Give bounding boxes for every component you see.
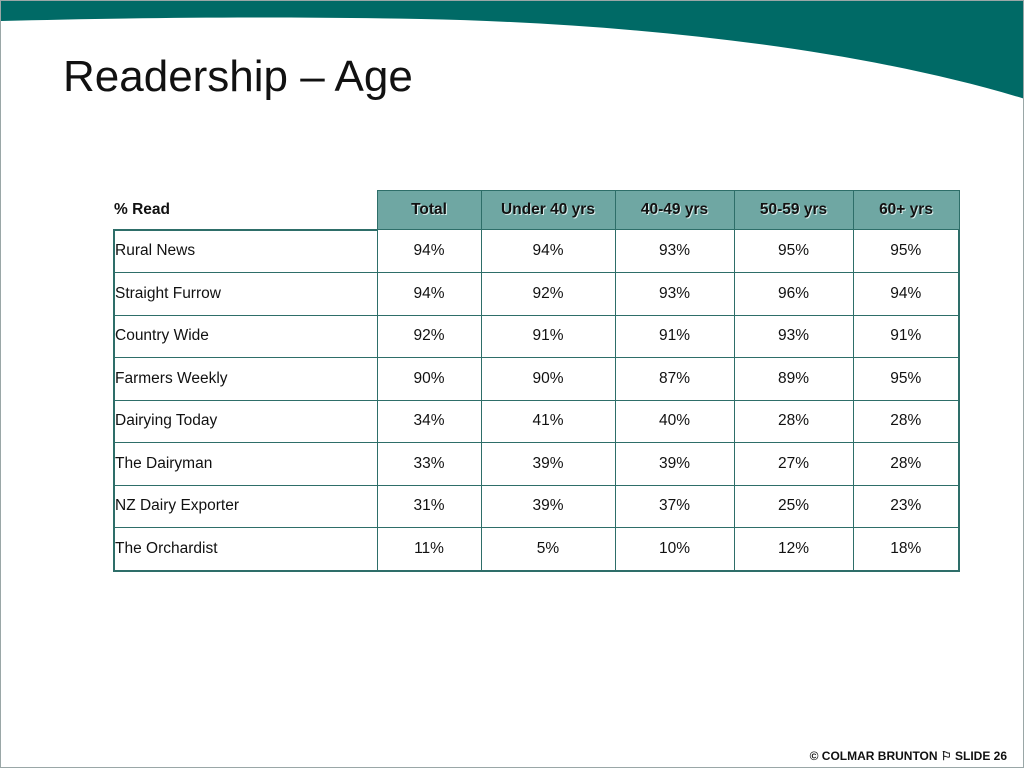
cell-value: 87% <box>614 357 735 401</box>
cell-value: 12% <box>733 527 854 572</box>
cell-value: 27% <box>733 442 854 486</box>
cell-value: 91% <box>614 314 735 358</box>
cell-value: 90% <box>480 357 616 401</box>
cell-value: 94% <box>376 272 482 316</box>
footer-credit: © COLMAR BRUNTON ⚐ SLIDE 26 <box>809 749 1007 763</box>
table-row: NZ Dairy Exporter 31% 39% 37% 25% 23% <box>113 484 960 528</box>
row-label: NZ Dairy Exporter <box>113 484 378 528</box>
column-header-60-plus: 60+ yrs <box>852 190 960 230</box>
row-label: The Dairyman <box>113 442 378 486</box>
cell-value: 11% <box>376 527 482 572</box>
cell-value: 33% <box>376 442 482 486</box>
row-label: Farmers Weekly <box>113 357 378 401</box>
cell-value: 37% <box>614 484 735 528</box>
table-header-row: % Read Total Under 40 yrs 40-49 yrs 50-5… <box>114 190 960 231</box>
cell-value: 23% <box>852 484 960 528</box>
cell-value: 95% <box>733 229 854 273</box>
cell-value: 25% <box>733 484 854 528</box>
table-row: The Dairyman 33% 39% 39% 27% 28% <box>113 442 960 486</box>
cell-value: 92% <box>480 272 616 316</box>
table-row: Straight Furrow 94% 92% 93% 96% 94% <box>113 272 960 316</box>
cell-value: 34% <box>376 399 482 443</box>
slide-title: Readership – Age <box>63 52 413 101</box>
cell-value: 95% <box>852 357 960 401</box>
cell-value: 10% <box>614 527 735 572</box>
cell-value: 94% <box>376 229 482 273</box>
cell-value: 93% <box>733 314 854 358</box>
cell-value: 92% <box>376 314 482 358</box>
corner-header: % Read <box>114 190 377 231</box>
row-label: Straight Furrow <box>113 272 378 316</box>
cell-value: 94% <box>480 229 616 273</box>
readership-table: % Read Total Under 40 yrs 40-49 yrs 50-5… <box>113 190 960 572</box>
cell-value: 39% <box>614 442 735 486</box>
cell-value: 40% <box>614 399 735 443</box>
table-row: Dairying Today 34% 41% 40% 28% 28% <box>113 399 960 443</box>
table-row: The Orchardist 11% 5% 10% 12% 18% <box>113 527 960 572</box>
cell-value: 90% <box>376 357 482 401</box>
cell-value: 31% <box>376 484 482 528</box>
cell-value: 91% <box>852 314 960 358</box>
column-header-total: Total <box>376 190 482 230</box>
cell-value: 41% <box>480 399 616 443</box>
cell-value: 95% <box>852 229 960 273</box>
cell-value: 28% <box>852 442 960 486</box>
cell-value: 28% <box>733 399 854 443</box>
cell-value: 96% <box>733 272 854 316</box>
cell-value: 28% <box>852 399 960 443</box>
cell-value: 93% <box>614 272 735 316</box>
cell-value: 39% <box>480 484 616 528</box>
cell-value: 93% <box>614 229 735 273</box>
table-row: Country Wide 92% 91% 91% 93% 91% <box>113 314 960 358</box>
row-label: Rural News <box>113 229 378 273</box>
cell-value: 91% <box>480 314 616 358</box>
table-row: Farmers Weekly 90% 90% 87% 89% 95% <box>113 357 960 401</box>
table-row: Rural News 94% 94% 93% 95% 95% <box>113 229 960 273</box>
row-label: Dairying Today <box>113 399 378 443</box>
cell-value: 94% <box>852 272 960 316</box>
row-label: The Orchardist <box>113 527 378 572</box>
column-header-under-40: Under 40 yrs <box>480 190 616 230</box>
cell-value: 39% <box>480 442 616 486</box>
cell-value: 89% <box>733 357 854 401</box>
cell-value: 5% <box>480 527 616 572</box>
cell-value: 18% <box>852 527 960 572</box>
column-header-50-59: 50-59 yrs <box>733 190 854 230</box>
table-body: Rural News 94% 94% 93% 95% 95% Straight Furrow… <box>113 229 960 572</box>
swoosh-band <box>1 1 1023 99</box>
column-header-40-49: 40-49 yrs <box>614 190 735 230</box>
header-swoosh <box>1 1 1023 99</box>
row-label: Country Wide <box>113 314 378 358</box>
